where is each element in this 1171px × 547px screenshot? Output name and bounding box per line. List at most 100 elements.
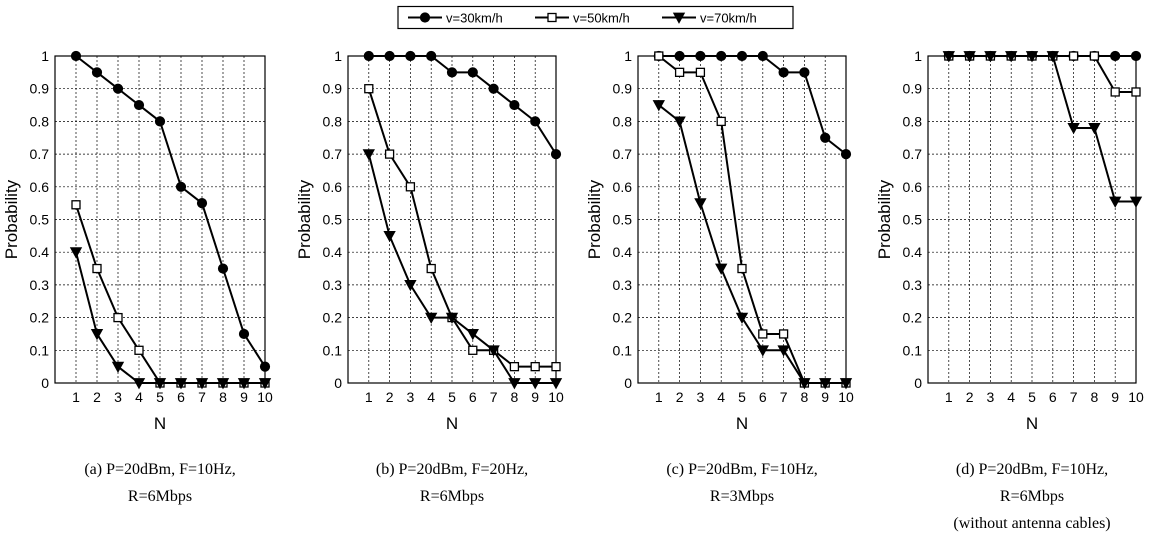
y-tick-label: 0.2: [903, 310, 923, 326]
x-tick-label: 7: [490, 389, 498, 405]
data-point: [736, 50, 748, 62]
y-tick-label: 0.1: [323, 342, 343, 358]
y-axis-label: Probability: [295, 179, 314, 259]
data-point: [445, 312, 459, 324]
data-point: [508, 378, 521, 390]
caption-line: (d) P=20dBm, F=10Hz,: [955, 461, 1109, 478]
y-tick-label: 0.6: [903, 179, 923, 195]
data-point: [196, 198, 208, 209]
legend: v=30km/h v=50km/h v=70km/h: [397, 5, 794, 30]
series-1: [363, 50, 562, 160]
data-point: [652, 100, 665, 112]
caption-line: R=3Mbps: [709, 488, 775, 505]
data-point: [530, 361, 540, 372]
data-point: [778, 67, 789, 78]
x-tick-label: 5: [1028, 389, 1036, 405]
series-line: [75, 55, 266, 368]
x-tick-label: 4: [427, 389, 435, 405]
series-2: [944, 51, 1141, 97]
data-point: [799, 67, 810, 78]
y-tick-label: 0.5: [323, 212, 343, 228]
x-tick-label: 4: [135, 389, 143, 405]
x-tick-label: 2: [386, 389, 394, 405]
y-tick-label: 1: [914, 48, 922, 64]
x-tick-label: 4: [717, 389, 725, 405]
x-tick-label: 6: [1049, 389, 1057, 405]
series-3: [942, 51, 1143, 208]
chart-caption: (d) P=20dBm, F=10Hz, R=6Mbps (without ante…: [902, 456, 1162, 537]
data-point: [113, 312, 123, 323]
data-point: [819, 378, 832, 390]
y-tick-label: 0.4: [613, 244, 633, 260]
y-tick-label: 1: [624, 48, 632, 64]
y-tick-label: 0.5: [903, 212, 923, 228]
data-point: [509, 99, 520, 111]
y-tick-label: 0.1: [30, 342, 50, 358]
y-tick-label: 0.2: [30, 310, 50, 326]
data-point: [509, 361, 520, 372]
data-point: [1109, 196, 1122, 208]
plot-frame: [347, 55, 557, 384]
series-line: [658, 55, 847, 155]
data-point: [840, 149, 852, 160]
data-point: [984, 51, 997, 63]
chart-panel-a: 00.10.20.30.40.50.60.70.80.911 2 3 4 5 6 7 8 9 10…: [2, 48, 273, 433]
y-tick-label: 0.6: [613, 179, 633, 195]
data-point: [216, 378, 230, 390]
data-point: [383, 230, 396, 243]
x-tick-label: 10: [257, 389, 273, 405]
data-point: [384, 149, 395, 159]
x-axis-label: N: [446, 414, 458, 433]
data-point: [839, 378, 853, 390]
y-tick-label: 0.4: [323, 244, 343, 260]
data-point: [1130, 50, 1142, 62]
y-tick-label: 0.7: [30, 146, 50, 162]
x-tick-label: 8: [1091, 389, 1099, 405]
y-tick-label: 0.7: [903, 146, 923, 162]
chart-caption: (c) P=20dBm, F=10Hz, R=3Mbps: [612, 456, 872, 510]
series-3: [652, 100, 853, 390]
x-tick-label: 2: [93, 389, 101, 405]
data-point: [715, 263, 728, 275]
data-point: [446, 67, 458, 78]
series-1: [653, 50, 852, 160]
x-tick-label: 1: [72, 389, 80, 405]
data-point: [1067, 123, 1080, 135]
data-point: [1088, 123, 1101, 135]
data-point: [69, 247, 83, 259]
x-tick-label: 10: [1128, 389, 1144, 405]
data-point: [175, 181, 187, 192]
x-tick-label: 3: [114, 389, 122, 405]
data-point: [258, 378, 272, 390]
x-tick-label: 8: [511, 389, 519, 405]
y-tick-label: 0: [41, 375, 49, 391]
data-point: [405, 182, 416, 192]
y-tick-label: 0.6: [30, 179, 50, 195]
data-point: [426, 263, 436, 274]
y-tick-label: 0.6: [323, 179, 343, 195]
series-2: [364, 84, 561, 372]
x-tick-label: 2: [676, 389, 684, 405]
y-tick-label: 0.1: [613, 342, 633, 358]
y-tick-label: 0.8: [323, 113, 343, 129]
y-tick-label: 0.7: [323, 146, 343, 162]
data-point: [362, 149, 375, 161]
y-tick-label: 0.8: [30, 113, 50, 129]
data-point: [529, 378, 542, 390]
legend-marker-1: [419, 12, 431, 23]
legend-box: [397, 5, 794, 30]
series-line: [367, 153, 556, 384]
data-point: [112, 83, 124, 94]
data-point: [111, 361, 125, 373]
x-tick-label: 7: [198, 389, 206, 405]
data-point: [132, 378, 146, 390]
y-tick-label: 0.8: [903, 113, 923, 129]
data-point: [238, 328, 250, 340]
y-tick-label: 0.4: [30, 244, 50, 260]
data-point: [426, 50, 437, 62]
data-point: [1129, 196, 1143, 208]
x-tick-label: 1: [365, 389, 373, 405]
series-3: [362, 149, 563, 390]
x-tick-label: 3: [987, 389, 995, 405]
